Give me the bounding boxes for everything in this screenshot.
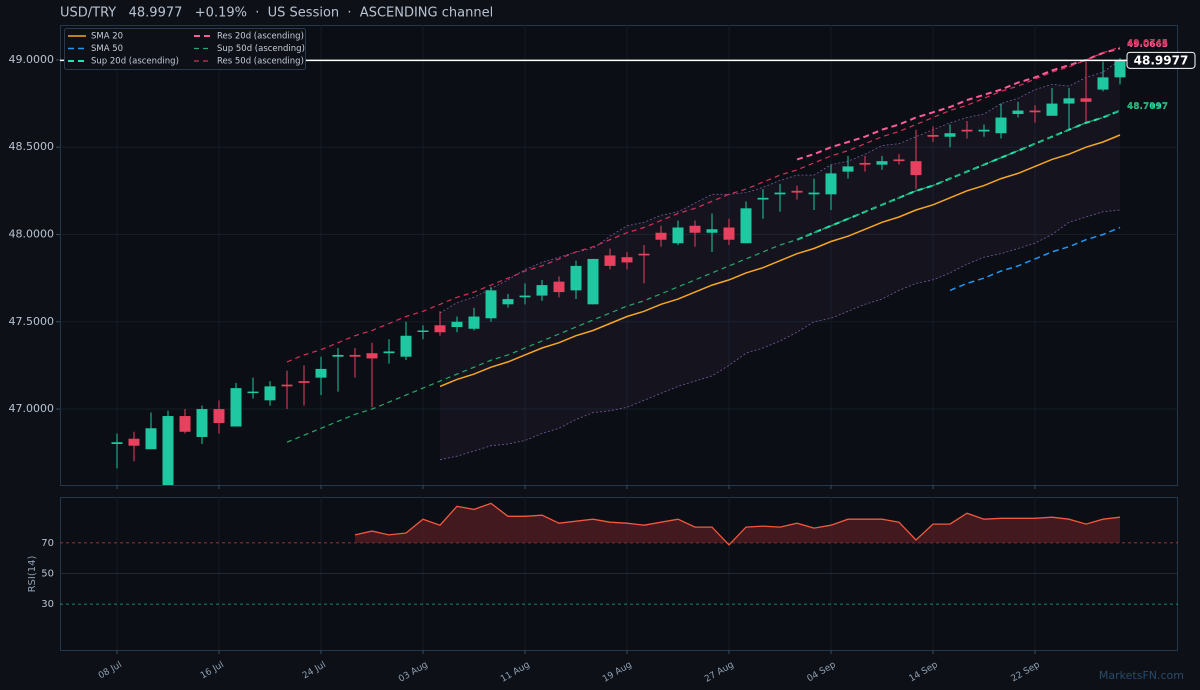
candle-body bbox=[485, 290, 497, 319]
candle-body bbox=[1046, 103, 1058, 116]
y-tick-label: 47.5000 bbox=[9, 315, 55, 328]
indicator-line bbox=[286, 46, 1121, 363]
candle-body bbox=[179, 416, 191, 432]
candle-body bbox=[910, 161, 922, 176]
candle-body bbox=[961, 129, 973, 132]
legend bbox=[64, 28, 306, 70]
end-label: 49.0665 bbox=[1127, 40, 1168, 50]
candle-body bbox=[417, 330, 429, 333]
legend-label: Sup 50d (ascending) bbox=[217, 44, 305, 54]
candle-body bbox=[1080, 98, 1092, 102]
candle-body bbox=[264, 386, 276, 401]
candle-body bbox=[213, 409, 225, 424]
price-tag-label: 48.9977 bbox=[1134, 53, 1189, 67]
candle-body bbox=[638, 253, 650, 256]
candle-body bbox=[995, 117, 1007, 134]
candle-body bbox=[1097, 77, 1109, 90]
candle-body bbox=[468, 316, 480, 329]
candle-body bbox=[774, 192, 786, 195]
band-upper bbox=[439, 59, 1121, 314]
candle-body bbox=[145, 428, 157, 450]
candle-body bbox=[1012, 110, 1024, 115]
candle-body bbox=[451, 321, 463, 328]
candle-body bbox=[553, 281, 565, 293]
candle-body bbox=[927, 134, 939, 137]
y-tick-label: 49.0000 bbox=[9, 53, 55, 66]
candle-body bbox=[400, 335, 412, 357]
legend-label: SMA 20 bbox=[91, 32, 123, 42]
watermark: MarketsFN.com bbox=[1099, 669, 1184, 682]
candle-body bbox=[944, 133, 956, 137]
candle-body bbox=[740, 208, 752, 244]
candle-body bbox=[230, 388, 242, 427]
candle-body bbox=[502, 299, 514, 305]
candle-body bbox=[383, 351, 395, 354]
candle-body bbox=[536, 285, 548, 296]
legend-label: SMA 50 bbox=[91, 44, 123, 54]
candle-body bbox=[791, 190, 803, 193]
candle-body bbox=[757, 197, 769, 200]
indicator-line bbox=[949, 226, 1121, 292]
candle-body bbox=[587, 258, 599, 305]
candle-body bbox=[570, 265, 582, 291]
end-label: 48.7117 bbox=[1127, 102, 1168, 112]
candle-body bbox=[825, 173, 837, 195]
candle-body bbox=[876, 161, 888, 165]
candle-body bbox=[349, 354, 361, 357]
y-tick-label: 50 bbox=[41, 569, 54, 580]
candle-body bbox=[298, 381, 310, 383]
candle-body bbox=[723, 227, 735, 240]
candle-body bbox=[162, 416, 174, 485]
band-lower bbox=[439, 209, 1121, 461]
y-axis-label: RSI(14) bbox=[27, 556, 38, 593]
candle-body bbox=[1029, 110, 1041, 113]
candle-body bbox=[978, 129, 990, 132]
candle-body bbox=[672, 227, 684, 244]
candle-body bbox=[332, 354, 344, 357]
y-tick-label: 70 bbox=[41, 538, 54, 549]
end-label: 49.0745 bbox=[1127, 38, 1168, 48]
legend-label: Res 50d (ascending) bbox=[217, 57, 304, 67]
candle-body bbox=[893, 159, 905, 162]
candle-body bbox=[315, 368, 327, 378]
candle-body bbox=[281, 384, 293, 387]
candle-body bbox=[689, 225, 701, 233]
y-tick-label: 30 bbox=[41, 599, 54, 610]
rsi-fill bbox=[355, 503, 1120, 543]
candle-body bbox=[434, 325, 446, 333]
candle-body bbox=[196, 409, 208, 437]
rsi-line bbox=[354, 502, 1121, 546]
chart-title: USD/TRY 48.9977 +0.19% · US Session · AS… bbox=[60, 6, 493, 21]
price-tag bbox=[1126, 51, 1196, 69]
candle-body bbox=[621, 257, 633, 263]
candle-body bbox=[808, 192, 820, 195]
y-tick-label: 48.0000 bbox=[9, 227, 55, 240]
candle-body bbox=[128, 438, 140, 446]
legend-label: Res 20d (ascending) bbox=[217, 32, 304, 42]
indicator-line bbox=[796, 47, 1121, 161]
candle-body bbox=[519, 295, 531, 298]
indicator-line bbox=[439, 134, 1121, 388]
candle-body bbox=[366, 353, 378, 359]
end-label: 48.7097 bbox=[1127, 102, 1168, 112]
legend-label: Sup 20d (ascending) bbox=[91, 57, 179, 67]
candle-body bbox=[1063, 98, 1075, 104]
candle-body bbox=[655, 232, 667, 240]
indicator-line bbox=[286, 109, 1121, 443]
candle-body bbox=[247, 391, 259, 394]
candle-body bbox=[1114, 60, 1126, 78]
y-tick-label: 47.0000 bbox=[9, 402, 55, 415]
candle-body bbox=[706, 229, 718, 233]
y-tick-label: 48.5000 bbox=[9, 140, 55, 153]
candle-body bbox=[842, 166, 854, 172]
band-fill bbox=[440, 59, 1120, 460]
candle-body bbox=[111, 442, 123, 444]
candle-body bbox=[859, 162, 871, 165]
candle-body bbox=[604, 255, 616, 266]
